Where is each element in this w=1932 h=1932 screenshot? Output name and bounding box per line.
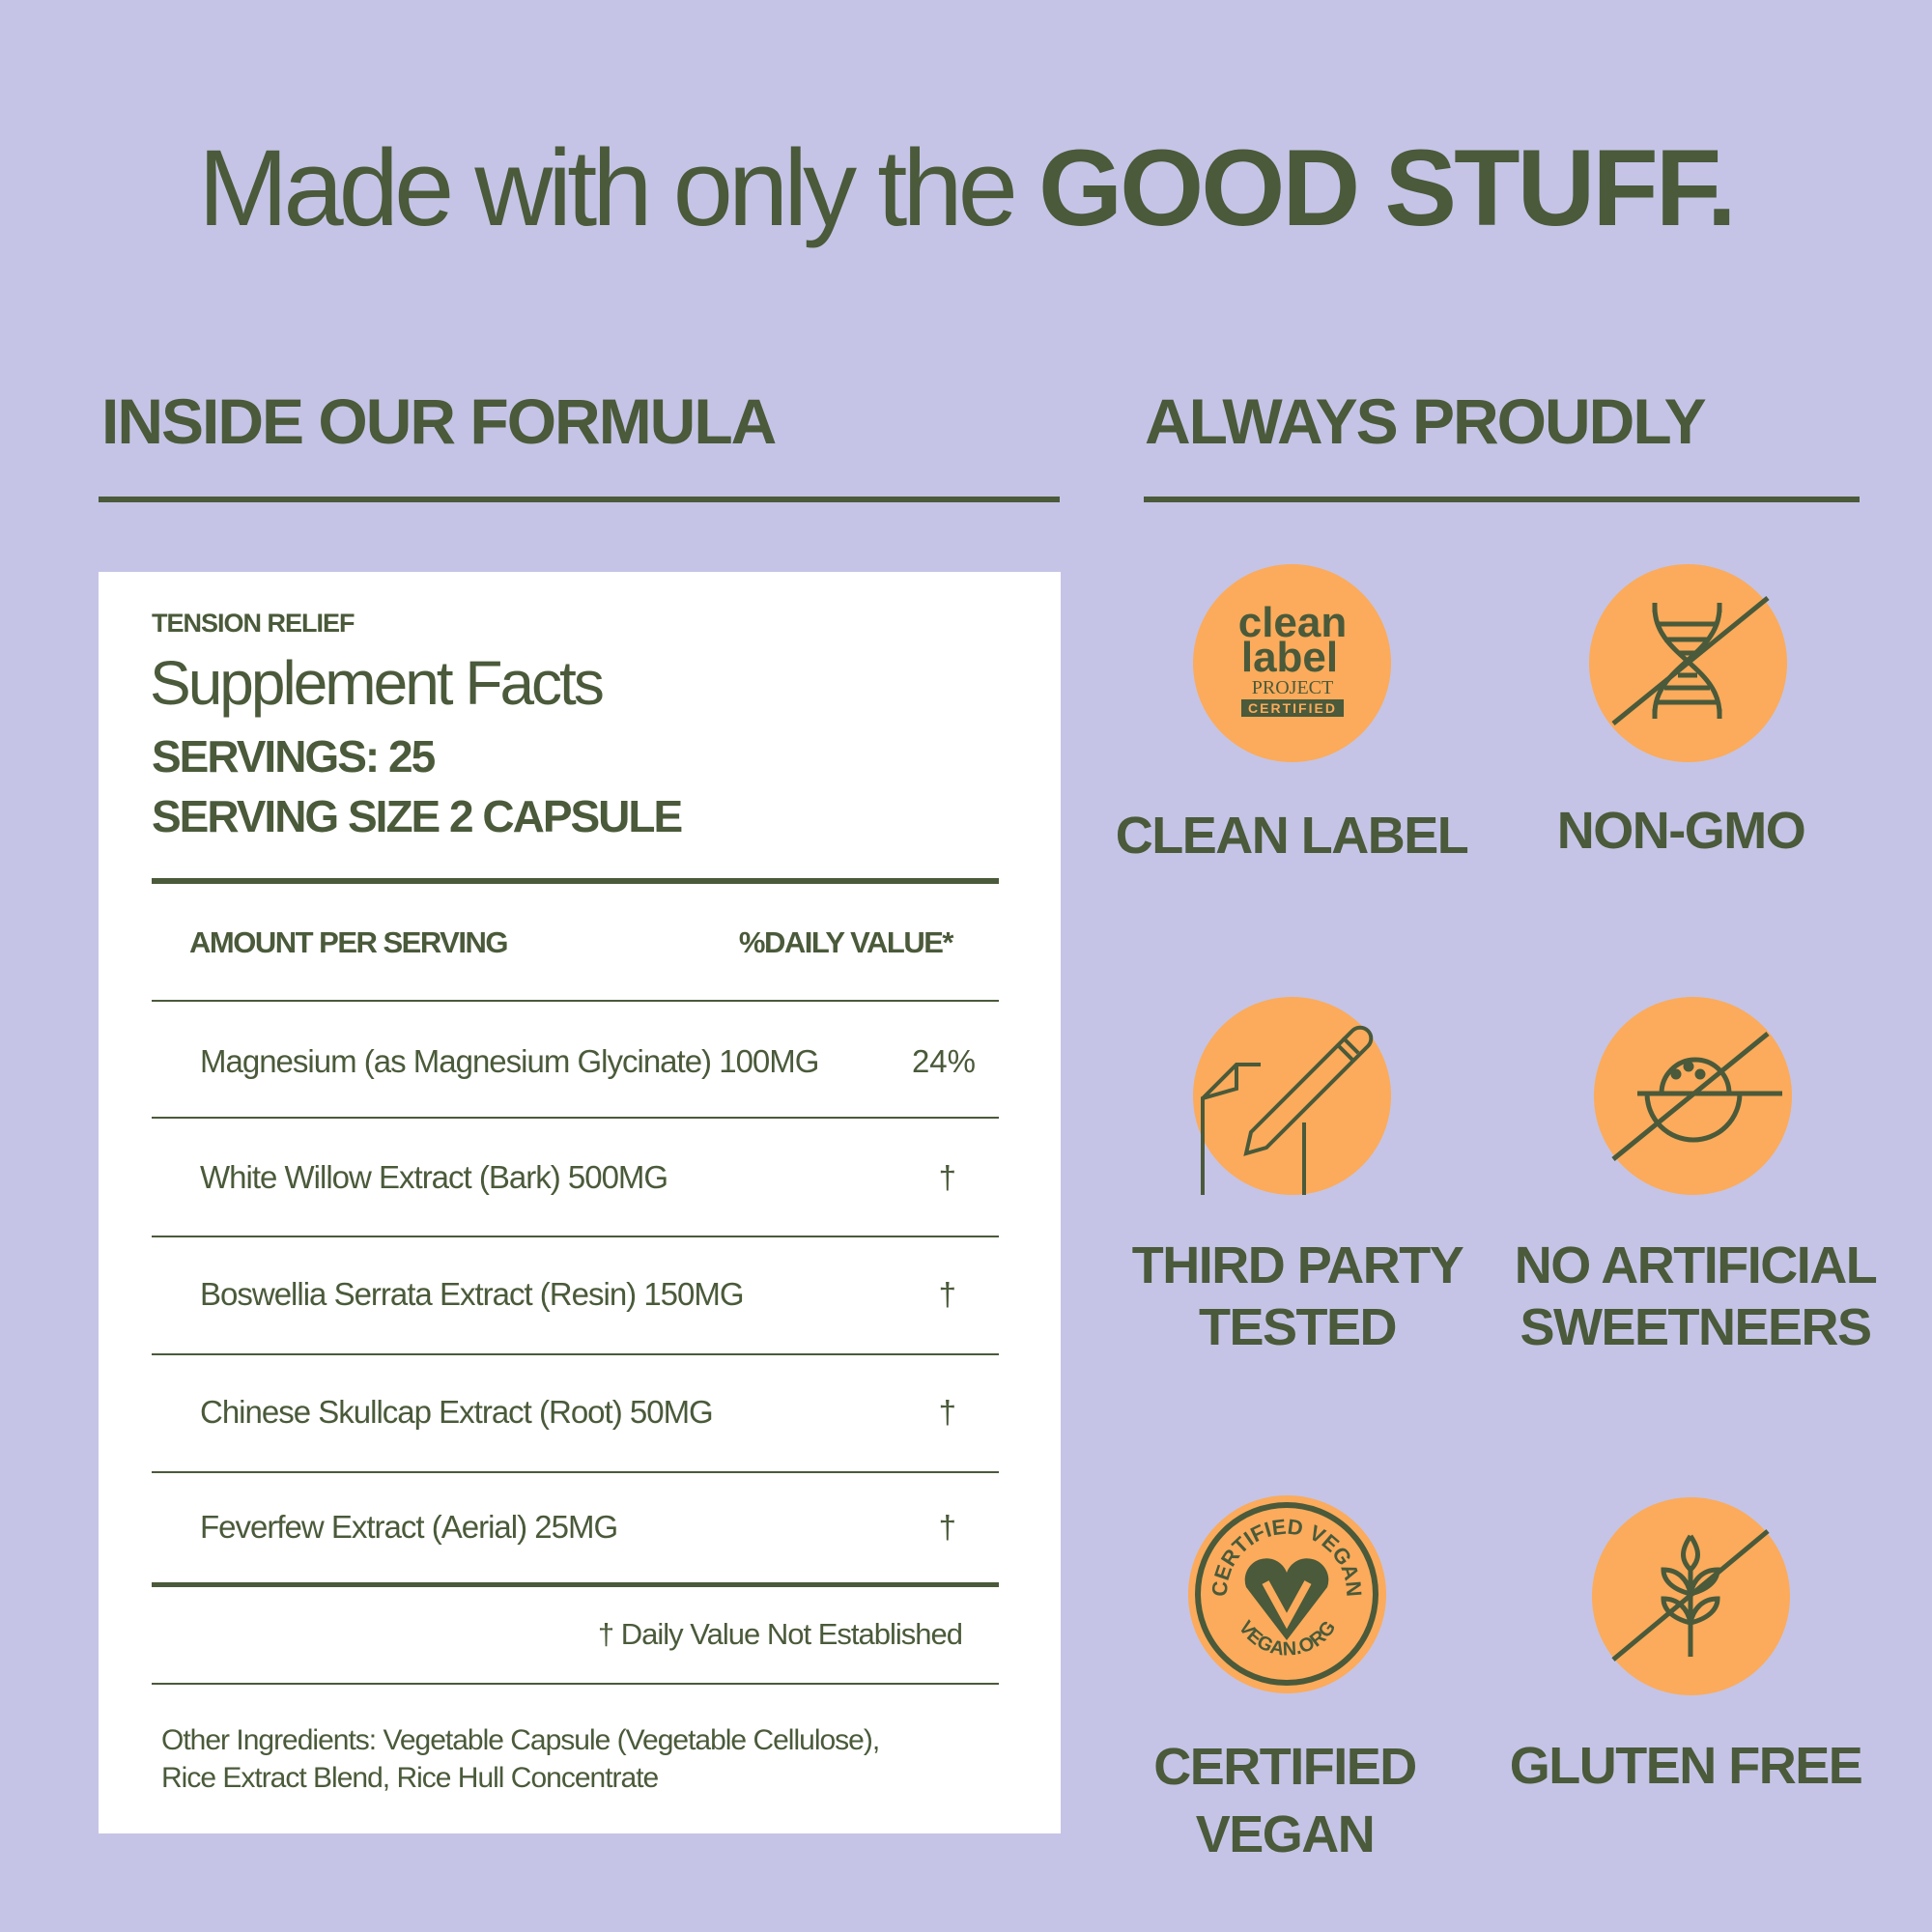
ingredient-dv: † [938, 1509, 956, 1545]
label-line: TESTED [1198, 1298, 1398, 1356]
inside-formula-title: INSIDE OUR FORMULA [101, 385, 777, 457]
product-name: TENSION RELIEF [152, 609, 355, 638]
label-line: NO ARTIFICIAL [1514, 1236, 1878, 1294]
headline: Made with only the GOOD STUFF. [0, 126, 1932, 250]
ingredient-dv: † [938, 1394, 956, 1430]
svg-text:CERTIFIED: CERTIFIED [1248, 700, 1337, 716]
certified-vegan-logo: CERTIFIED VEGAN VEGAN.ORG [1188, 1495, 1386, 1693]
label-line: SWEETNEERS [1520, 1298, 1872, 1356]
headline-bold: GOOD STUFF. [1038, 128, 1737, 248]
ingredient-dv: 24% [911, 1043, 976, 1079]
ingredient-name: Boswellia Serrata Extract (Resin) 150MG [200, 1276, 745, 1312]
rule [152, 1000, 999, 1002]
divider [99, 497, 1060, 502]
supplement-facts-card: TENSION RELIEF Supplement Facts SERVINGS… [99, 572, 1061, 1833]
no-wheat-icon [1592, 1497, 1790, 1695]
rule [152, 1117, 999, 1119]
other-ingredients-line-2: Rice Extract Blend, Rice Hull Concentrat… [161, 1762, 659, 1794]
servings: SERVINGS: 25 [152, 731, 436, 781]
badge-label-no-artificial-sweeteners: NO ARTIFICIAL SWEETNEERS [1492, 1235, 1898, 1358]
rule [152, 1236, 999, 1237]
other-ingredients-line-1: Other Ingredients: Vegetable Capsule (Ve… [161, 1724, 880, 1756]
facts-title: Supplement Facts [150, 648, 605, 718]
ingredient-name: Magnesium (as Magnesium Glycinate) 100MG [200, 1043, 819, 1079]
footnote-text: Daily Value Not Established [613, 1617, 963, 1651]
clean-label-project-logo: clean label PROJECT CERTIFIED [1193, 564, 1391, 762]
ingredient-name: Feverfew Extract (Aerial) 25MG [200, 1509, 618, 1545]
document-pencil-icon [1193, 997, 1391, 1195]
rule [152, 1683, 999, 1685]
badge-label-non-gmo: NON-GMO [1556, 802, 1806, 860]
always-proudly-title: ALWAYS PROUDLY [1145, 385, 1707, 457]
ingredient-dv: † [938, 1276, 956, 1312]
badge-label-third-party-tested: THIRD PARTY TESTED [1094, 1235, 1500, 1358]
header-amount: AMOUNT PER SERVING [189, 925, 508, 959]
rule [152, 1471, 999, 1473]
headline-regular: Made with only the [198, 128, 1039, 248]
ingredient-name: Chinese Skullcap Extract (Root) 50MG [200, 1394, 714, 1430]
label-line: THIRD PARTY [1131, 1236, 1464, 1294]
svg-text:clean: clean [1238, 599, 1348, 646]
label-line: CERTIFIED [1153, 1738, 1417, 1796]
svg-text:label: label [1241, 634, 1338, 681]
badge-label-clean-label: CLEAN LABEL [1115, 807, 1469, 865]
header-daily-value: %DAILY VALUE* [738, 925, 954, 959]
no-sugar-bowl-icon [1594, 997, 1792, 1195]
no-dna-icon [1589, 564, 1787, 762]
label-line: VEGAN [1195, 1805, 1376, 1863]
divider [1144, 497, 1860, 502]
dagger: † [597, 1617, 614, 1651]
footnote: † Daily Value Not Established [597, 1617, 963, 1652]
badge-label-certified-vegan: CERTIFIED VEGAN [1082, 1733, 1488, 1868]
rule [152, 1353, 999, 1355]
ingredient-name: White Willow Extract (Bark) 500MG [200, 1159, 668, 1195]
thick-rule [152, 878, 999, 884]
ingredient-dv: † [938, 1159, 956, 1195]
thick-rule [152, 1582, 999, 1587]
svg-text:PROJECT: PROJECT [1252, 677, 1333, 698]
serving-size: SERVING SIZE 2 CAPSULE [152, 791, 683, 841]
badge-label-gluten-free: GLUTEN FREE [1509, 1737, 1863, 1795]
